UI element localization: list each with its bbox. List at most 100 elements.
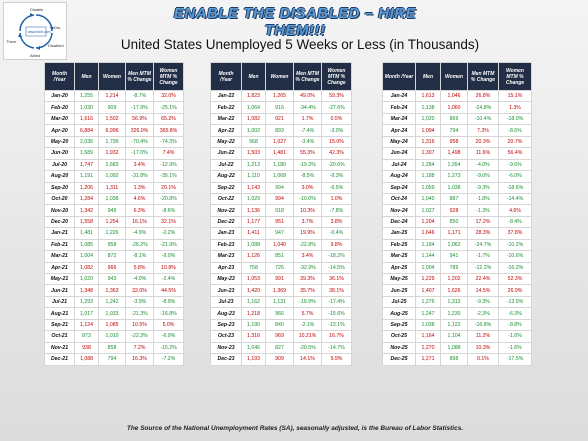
value-cell: 1,626	[440, 284, 468, 297]
value-cell: 1,082	[74, 261, 99, 275]
table-row: Aug-25 1,247 1,230 -2.3% -6.3%	[382, 307, 532, 320]
value-cell: 1,202	[440, 272, 468, 286]
pct-change-cell: -8.7%	[125, 89, 154, 103]
table-2024-2025-wrap: Month /Year Men Women Men MTM % Change Women…	[382, 62, 532, 366]
pct-change-cell: 365.8%	[153, 124, 184, 137]
value-cell: 858	[98, 341, 126, 355]
pct-change-cell: -8.6%	[153, 204, 184, 217]
pct-change-cell: 7.3%	[467, 124, 499, 137]
pct-change-cell: -6.5%	[321, 181, 352, 194]
table-row: Oct-21 873 1,010 -22.3% -6.9%	[44, 330, 184, 343]
month-cell: Jul-22	[210, 158, 242, 172]
value-cell: 1,177	[241, 215, 266, 229]
month-cell: Apr-20	[44, 124, 75, 137]
value-cell: 1,122	[440, 318, 468, 332]
pct-change-cell: -9.3%	[321, 170, 352, 183]
value-cell: 1,502	[98, 112, 126, 126]
pct-change-cell: 3.7%	[293, 215, 322, 229]
value-cell: 1,271	[415, 353, 441, 366]
pct-change-cell: -14.7%	[321, 341, 352, 355]
month-cell: Jul-24	[382, 158, 416, 172]
pct-change-cell: -16.8%	[467, 318, 499, 332]
column-header: Men	[74, 62, 99, 91]
value-cell: 1,064	[241, 101, 266, 114]
page-title: United States Unemployed 5 Weeks or Less…	[120, 37, 480, 52]
table-row: Aug-23 1,218 966 5.7% -15.6%	[210, 307, 352, 320]
value-cell: 1,002	[241, 124, 266, 137]
pct-change-cell: 16.1%	[125, 215, 154, 229]
value-cell: 1,354	[440, 158, 468, 172]
value-cell: 758	[241, 261, 266, 275]
table-row: Sep-21 1,124 1,085 10.5% 5.0%	[44, 318, 184, 332]
table-row: Sep-20 1,206 1,311 1.3% 20.1%	[44, 181, 184, 194]
month-cell: Aug-25	[382, 307, 416, 320]
pct-change-cell: 26.8%	[467, 89, 499, 103]
pct-change-cell: 7.2%	[125, 341, 154, 355]
table-row: Jul-21 1,293 1,242 -3.9% -8.9%	[44, 295, 184, 309]
pct-change-cell: -6.0%	[498, 170, 532, 183]
table-2022-2023: Month /Year Men Women Men MTM % Change Women…	[210, 62, 352, 366]
source-footnote: The Source of the National Unemployment …	[126, 425, 464, 432]
value-cell: 1,498	[440, 147, 468, 160]
value-cell: 1,027	[415, 204, 441, 217]
value-cell: 1,038	[440, 181, 468, 194]
value-cell: 958	[440, 135, 468, 149]
table-row: Apr-21 1,082 966 5.8% 10.8%	[44, 261, 184, 275]
pct-change-cell: 10.3%	[467, 341, 499, 355]
value-cell: 1,164	[415, 330, 441, 343]
value-cell: 1,342	[74, 204, 99, 217]
value-cell: 1,126	[241, 250, 266, 263]
value-cell: 1,247	[415, 307, 441, 320]
table-row: Dec-23 1,193 909 14.1% 9.9%	[210, 353, 352, 366]
pct-change-cell: 38.1%	[321, 284, 352, 297]
month-cell: Oct-25	[382, 330, 416, 343]
value-cell: 1,481	[265, 147, 294, 160]
month-cell: Oct-22	[210, 192, 242, 206]
column-header: Men MTM % Change	[293, 62, 322, 91]
pct-change-cell: -18.2%	[321, 250, 352, 263]
month-cell: Oct-21	[44, 330, 75, 343]
pct-change-cell: 20.7%	[498, 135, 532, 149]
value-cell: 1,503	[241, 147, 266, 160]
month-cell: Jun-25	[382, 284, 416, 297]
column-header: Women MTM % Change	[498, 62, 532, 91]
value-cell: 958	[98, 238, 126, 252]
value-cell: 1,683	[98, 158, 126, 172]
pct-change-cell: 3.8%	[321, 215, 352, 229]
month-cell: Feb-20	[44, 101, 75, 114]
value-cell: 726	[265, 261, 294, 275]
value-cell: 1,313	[440, 295, 468, 309]
value-cell: 1,010	[98, 330, 126, 343]
value-cell: 1,030	[74, 101, 99, 114]
pct-change-cell: -24.7%	[467, 238, 499, 252]
cycle-arrows-icon	[18, 13, 54, 50]
table-row: Jun-22 1,503 1,481 55.3% 42.3%	[210, 147, 352, 160]
month-cell: Jun-24	[382, 147, 416, 160]
table-row: Nov-24 1,027 928 -1.3% 4.6%	[382, 204, 532, 217]
table-row: Nov-22 1,136 918 10.3% -7.8%	[210, 204, 352, 217]
value-cell: 1,270	[415, 341, 441, 355]
pct-change-cell: 11.2%	[467, 330, 499, 343]
table-row: Jun-23 1,420 1,369 35.7% 38.1%	[210, 284, 352, 297]
table-row: Jan-23 1,411 947 19.9% -0.4%	[210, 227, 352, 240]
pct-change-cell: 10.5%	[125, 318, 154, 332]
table-row: Nov-23 1,046 827 -20.5% -14.7%	[210, 341, 352, 355]
value-cell: 918	[265, 204, 294, 217]
month-cell: Mar-23	[210, 250, 242, 263]
value-cell: 1,038	[98, 192, 126, 206]
value-cell: 1,104	[440, 330, 468, 343]
pct-change-cell: 59.3%	[321, 89, 352, 103]
value-cell: 1,038	[415, 318, 441, 332]
logo-label-top: Disable	[30, 7, 44, 12]
table-row: Oct-20 1,284 1,038 4.6% -20.8%	[44, 192, 184, 206]
pct-change-cell: -12.9%	[153, 158, 184, 172]
month-cell: Nov-24	[382, 204, 416, 217]
pct-change-cell: 17.2%	[467, 215, 499, 229]
value-cell: 909	[265, 353, 294, 366]
pct-change-cell: 3.4%	[293, 250, 322, 263]
value-cell: 1,363	[98, 284, 126, 297]
month-cell: Aug-22	[210, 170, 242, 183]
pct-change-cell: -2.1%	[293, 318, 322, 332]
table-row: Nov-25 1,270 1,088 10.3% -1.6%	[382, 341, 532, 355]
value-cell: 1,060	[440, 101, 468, 114]
